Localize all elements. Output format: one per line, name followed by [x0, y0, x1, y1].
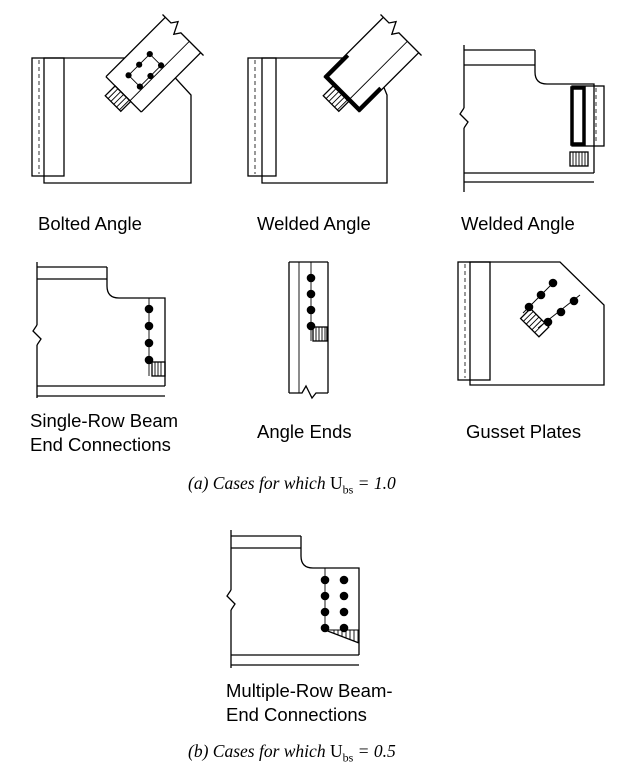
- angle-ends-figure: [288, 261, 329, 400]
- caption-b: (b) Cases for which Ubs = 0.5: [188, 741, 396, 765]
- hatch-zone: [312, 326, 328, 342]
- support-plate: [31, 57, 65, 177]
- hatch-zone: [151, 361, 166, 377]
- caption-a: (a) Cases for which Ubs = 1.0: [188, 473, 396, 497]
- hatch-zone: [519, 307, 550, 338]
- label-gusset-plates: Gusset Plates: [466, 421, 582, 442]
- multi-row-beam-figure: [226, 530, 360, 668]
- hatch-zone: [322, 84, 350, 113]
- welded-angle-beam-figure: [459, 45, 605, 192]
- label-angle-ends: Angle Ends: [257, 421, 352, 442]
- label-single-row-line1: Single-Row Beam: [30, 410, 179, 431]
- label-bolted-angle: Bolted Angle: [38, 213, 142, 234]
- angle-member: [322, 14, 422, 113]
- gusset-plate: [469, 261, 605, 386]
- label-multi-row-line2: End Connections: [226, 704, 367, 725]
- hatch-zone: [333, 630, 359, 643]
- hatch-zone: [569, 151, 589, 167]
- welded-angle-figure: [247, 14, 422, 184]
- angle-member: [104, 14, 204, 113]
- label-multi-row-line1: Multiple-Row Beam-: [226, 680, 393, 701]
- hatch-zone: [104, 84, 132, 113]
- single-row-beam-figure: [32, 262, 166, 398]
- label-welded-angle-beam: Welded Angle: [461, 213, 575, 234]
- label-single-row-line2: End Connections: [30, 434, 171, 455]
- support-plate: [457, 261, 491, 381]
- bolted-angle-figure: [31, 14, 204, 184]
- label-welded-angle: Welded Angle: [257, 213, 371, 234]
- gusset-plates-figure: [457, 261, 605, 386]
